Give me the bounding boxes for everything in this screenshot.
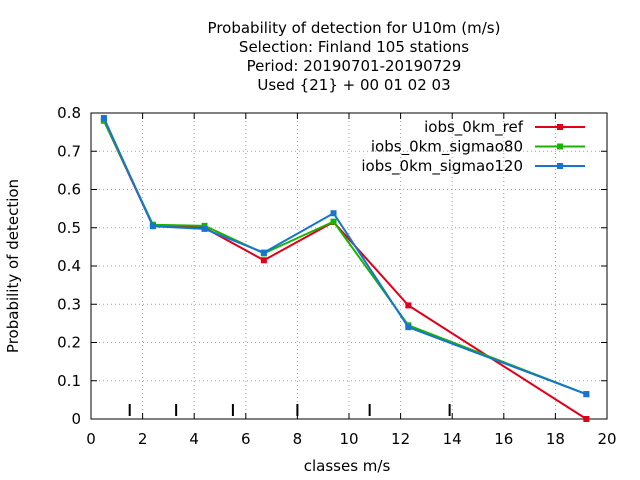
- series: [100, 114, 590, 422]
- y-tick-label: 0.7: [57, 142, 81, 160]
- data-point: [201, 225, 208, 232]
- chart-title: Probability of detection for U10m (m/s)S…: [208, 19, 501, 94]
- x-axis-label: classes m/s: [304, 457, 391, 475]
- y-tick-label: 0.4: [57, 257, 81, 275]
- x-tick-label: 18: [546, 430, 565, 448]
- data-point: [260, 249, 267, 256]
- grid: [91, 113, 607, 419]
- y-axis-label: Probability of detection: [4, 179, 22, 353]
- y-axis-ticks: 0 0.1 0.2 0.3 0.4 0.5 0.6 0.7 0.8: [57, 104, 607, 428]
- x-tick-label: 4: [189, 430, 199, 448]
- x-tick-label: 16: [494, 430, 513, 448]
- data-point: [583, 391, 590, 398]
- y-tick-label: 0.3: [57, 295, 81, 313]
- legend-label: iobs_0km_sigmao80: [371, 138, 523, 157]
- x-tick-label: 20: [597, 430, 616, 448]
- y-tick-label: 0.6: [57, 181, 81, 199]
- title-line: Probability of detection for U10m (m/s): [208, 19, 501, 37]
- data-point: [405, 324, 412, 331]
- x-tick-label: 0: [86, 430, 96, 448]
- title-line: Period: 20190701-20190729: [247, 57, 462, 75]
- x-tick-label: 12: [391, 430, 410, 448]
- x-axis-ticks: 0 2 4 6 8 10 12 14 16 18 20: [86, 113, 617, 448]
- legend-label: iobs_0km_sigmao120: [361, 157, 523, 176]
- class-boundaries: [128, 404, 451, 416]
- legend: iobs_0km_refiobs_0km_sigmao80iobs_0km_si…: [361, 118, 585, 176]
- data-point: [330, 210, 337, 217]
- y-tick-label: 0.2: [57, 334, 81, 352]
- data-point: [583, 416, 590, 422]
- data-point: [149, 223, 156, 230]
- legend-label: iobs_0km_ref: [424, 118, 524, 137]
- y-tick-label: 0.8: [57, 104, 81, 122]
- y-tick-label: 0.5: [57, 219, 81, 237]
- data-point: [201, 222, 208, 229]
- x-tick-label: 2: [138, 430, 148, 448]
- data-point: [100, 114, 107, 121]
- data-point: [405, 302, 412, 309]
- title-line: Selection: Finland 105 stations: [239, 38, 469, 56]
- x-tick-label: 10: [339, 430, 358, 448]
- x-tick-label: 8: [293, 430, 303, 448]
- legend-swatch-point: [557, 124, 563, 130]
- title-line: Used {21} + 00 01 02 03: [257, 76, 450, 94]
- y-tick-label: 0.1: [57, 372, 81, 390]
- data-point: [260, 257, 267, 264]
- y-tick-label: 0: [71, 410, 81, 428]
- x-tick-label: 14: [443, 430, 462, 448]
- x-tick-label: 6: [241, 430, 251, 448]
- legend-swatch-point: [557, 163, 563, 169]
- legend-swatch-point: [557, 143, 563, 150]
- data-point: [330, 218, 337, 225]
